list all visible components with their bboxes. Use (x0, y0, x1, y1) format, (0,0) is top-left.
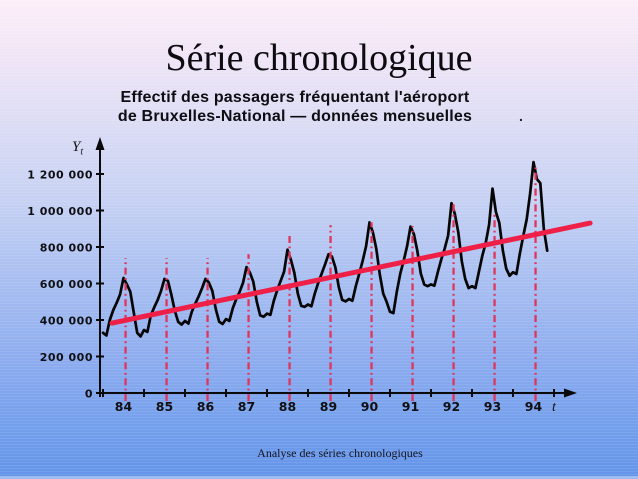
x-tick-label: 88 (279, 399, 296, 414)
y-tick-label: 600 000 (40, 278, 93, 291)
x-tick-label: 92 (443, 399, 460, 414)
trend-line-segment (109, 220, 593, 326)
x-tick-label: 86 (197, 399, 215, 414)
x-tick-label: 91 (402, 399, 419, 414)
x-tick-label: 85 (156, 399, 173, 414)
x-tick-label: 93 (484, 399, 501, 414)
x-tick-label: 87 (238, 399, 255, 414)
year-marker-lines (124, 166, 537, 401)
x-axis-arrow-icon (564, 388, 577, 398)
y-axis-arrow-icon (95, 137, 105, 150)
y-tick-label: 0 (85, 388, 93, 401)
footer-caption: Analyse des séries chronologiques (257, 446, 423, 460)
y-tick-label: 400 000 (40, 315, 93, 328)
x-tick-label: 90 (361, 399, 379, 414)
subtitle-line-1: Effectif des passagers fréquentant l'aér… (120, 89, 470, 106)
page-title: Série chronologique (165, 37, 473, 79)
y-tick-label: 800 000 (40, 242, 93, 255)
passenger-series-line (101, 160, 549, 338)
y-tick-label: 200 000 (40, 351, 93, 364)
subtitle-period: . (519, 108, 523, 124)
data-curve (101, 160, 549, 338)
y-tick-label: 1 200 000 (27, 169, 93, 182)
y-axis-symbol: Yt (72, 139, 83, 158)
y-tick-label: 1 000 000 (27, 205, 93, 218)
x-axis-symbol: t (552, 400, 557, 415)
trend-line (109, 220, 593, 326)
axis-ticks: 0 200 000 400 000 600 000 800 000 1 000 000 1 … (27, 169, 555, 414)
x-axis: t (96, 388, 577, 415)
chart-subtitle: Effectif des passagers fréquentant l'aér… (60, 88, 530, 126)
subtitle-line-2: de Bruxelles-National — données mensuell… (117, 108, 473, 125)
x-tick-label: 84 (115, 399, 133, 414)
x-tick-label: 94 (525, 399, 543, 414)
x-tick-label: 89 (320, 399, 337, 414)
